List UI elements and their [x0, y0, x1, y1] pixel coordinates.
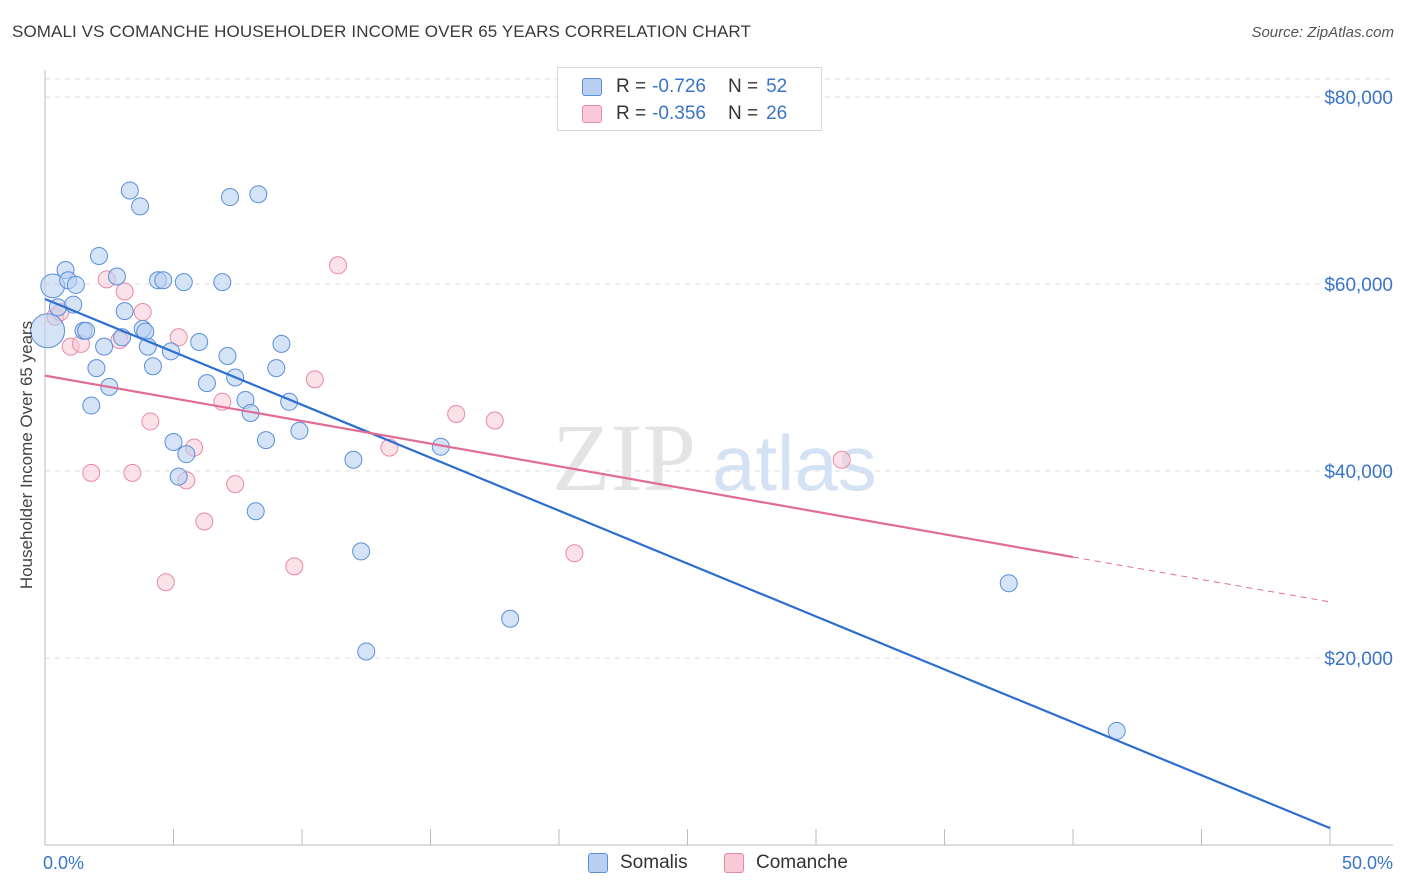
- correlation-legend: R = -0.726 N = 52 R = -0.356 N = 26: [557, 67, 822, 131]
- comanche-point: [133, 303, 152, 322]
- y-axis-label: Householder Income Over 65 years: [17, 321, 36, 589]
- r-value: -0.356: [652, 103, 706, 124]
- comanche-point: [82, 463, 101, 482]
- x-tick-label: 50.0%: [1342, 853, 1393, 873]
- legend-item-comanche: Comanche: [724, 852, 848, 874]
- somali-point: [344, 450, 363, 469]
- legend-label-somalis: Somalis: [620, 852, 688, 873]
- somali-series: [30, 181, 1126, 740]
- n-label: N =: [727, 76, 759, 97]
- y-tick-label: $20,000: [1324, 649, 1393, 670]
- x-tick-labels: 0.0% 50.0%: [43, 853, 1393, 873]
- somali-point: [267, 359, 286, 378]
- somali-point: [87, 359, 106, 378]
- comanche-point: [447, 404, 466, 423]
- comanche-point: [226, 475, 245, 494]
- somali-point: [115, 302, 134, 321]
- somali-point: [999, 574, 1018, 593]
- n-value: 26: [766, 103, 788, 124]
- somali-point: [131, 197, 150, 216]
- somali-point: [177, 445, 196, 464]
- somali-point: [218, 346, 237, 365]
- somali-point: [257, 431, 276, 450]
- y-tick-label: $60,000: [1324, 275, 1393, 296]
- comanche-point: [305, 370, 324, 389]
- axes: [44, 70, 1393, 846]
- watermark-zip: ZIP: [552, 404, 696, 511]
- somali-point: [190, 332, 209, 351]
- somali-point: [30, 313, 66, 349]
- comanche-point: [285, 557, 304, 576]
- comanche-point: [123, 463, 142, 482]
- comanche-point: [115, 282, 134, 301]
- r-label: R =: [616, 76, 647, 97]
- grid-lines: [45, 78, 1393, 659]
- somali-swatch: [588, 853, 608, 873]
- comanche-point: [195, 512, 214, 531]
- source-credit: Source: ZipAtlas.com: [1251, 24, 1394, 41]
- comanche-point: [485, 411, 504, 430]
- r-value: -0.726: [652, 76, 706, 97]
- comanche-point: [328, 256, 347, 275]
- trend-lines: [44, 297, 1331, 830]
- somali-point: [352, 542, 371, 561]
- somali-point: [164, 433, 183, 452]
- somali-point: [357, 642, 376, 661]
- legend-row-comanche: R = -0.356 N = 26: [582, 101, 787, 127]
- legend-row-somalis: R = -0.726 N = 52: [582, 74, 787, 100]
- somali-point: [213, 273, 232, 292]
- somali-point: [249, 185, 268, 204]
- comanche-trend-line: [44, 374, 1074, 559]
- somali-point: [66, 275, 85, 294]
- comanche-point: [156, 573, 175, 592]
- comanche-point: [141, 412, 160, 431]
- somali-point: [197, 374, 216, 393]
- somali-point: [77, 321, 96, 340]
- watermark-atlas: atlas: [712, 419, 877, 507]
- legend-item-somalis: Somalis: [588, 852, 688, 874]
- somali-trend-line: [44, 297, 1331, 830]
- somali-point: [154, 271, 173, 290]
- series-legend: Somalis Comanche: [0, 852, 1406, 878]
- n-value: 52: [766, 76, 788, 97]
- somali-point: [501, 609, 520, 628]
- somali-point: [169, 467, 188, 486]
- comanche-point: [169, 328, 188, 347]
- somali-point: [143, 357, 162, 376]
- somali-point: [89, 246, 108, 265]
- n-label: N =: [727, 103, 759, 124]
- legend-label-comanche: Comanche: [756, 852, 848, 873]
- chart-title: SOMALI VS COMANCHE HOUSEHOLDER INCOME OV…: [12, 22, 751, 41]
- somali-point: [82, 396, 101, 415]
- x-tick-label: 0.0%: [43, 853, 84, 873]
- y-tick-labels: $20,000 $40,000 $60,000 $80,000: [1324, 88, 1393, 670]
- comanche-point: [832, 450, 851, 469]
- somali-point: [95, 337, 114, 356]
- y-tick-label: $40,000: [1324, 462, 1393, 483]
- somali-point: [174, 273, 193, 292]
- comanche-trend-extension: [1072, 556, 1331, 603]
- somali-point: [290, 421, 309, 440]
- somali-point: [120, 181, 139, 200]
- comanche-point: [565, 544, 584, 563]
- somali-point: [107, 267, 126, 286]
- y-tick-label: $80,000: [1324, 88, 1393, 109]
- somali-point: [272, 334, 291, 353]
- r-label: R =: [616, 103, 647, 124]
- somali-point: [221, 188, 240, 207]
- somali-point: [246, 502, 265, 521]
- somali-swatch: [582, 78, 602, 96]
- comanche-swatch: [582, 105, 602, 123]
- watermark: ZIP atlas: [552, 404, 877, 511]
- comanche-swatch: [724, 853, 744, 873]
